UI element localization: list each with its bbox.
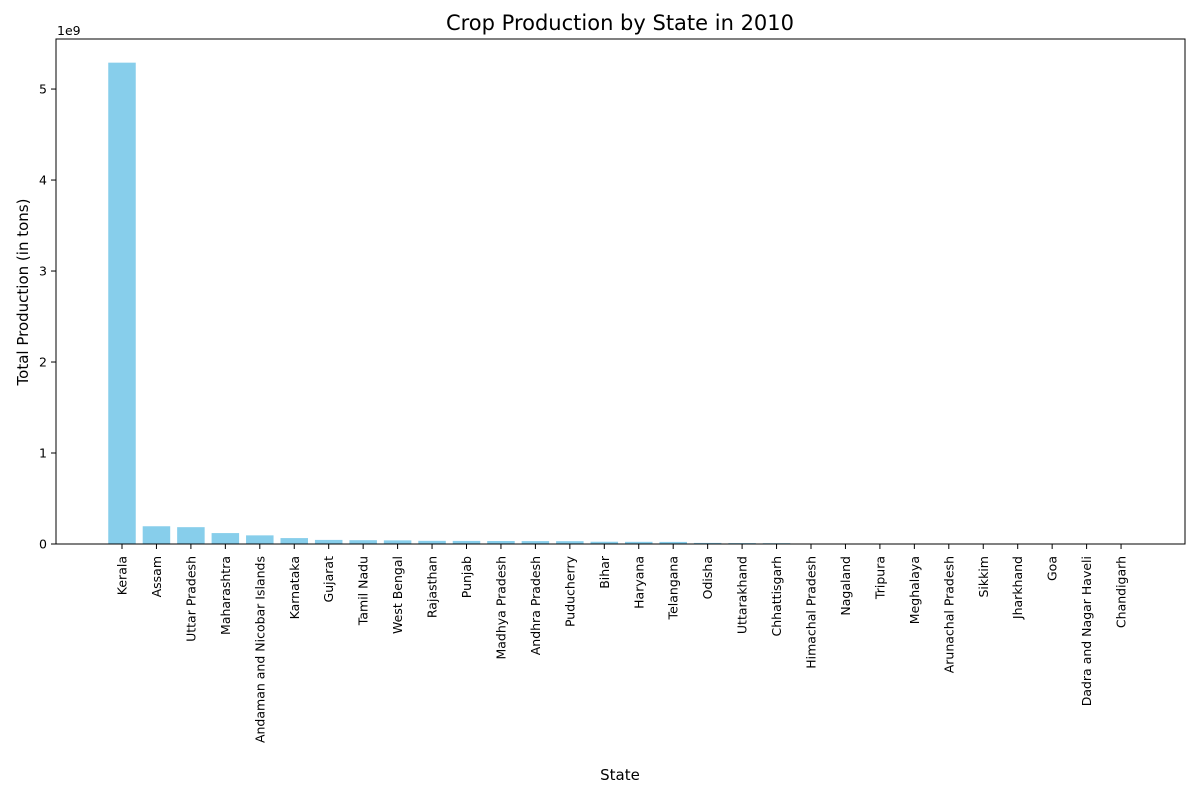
x-axis-ticks: Kerala Assam Uttar Pradesh Maharashtra Andam… — [115, 544, 1129, 743]
x-tick-label: Tamil Nadu — [356, 556, 371, 626]
bar-gujarat — [314, 539, 343, 544]
bar-madhya-pradesh — [487, 541, 515, 544]
x-tick-label: Puducherry — [562, 555, 577, 627]
x-tick-label: Assam — [149, 556, 164, 597]
x-tick-label: Kerala — [115, 556, 130, 595]
x-tick-label: Arunachal Pradesh — [941, 556, 956, 673]
bar-rajasthan — [418, 540, 446, 544]
x-tick-label: Odisha — [700, 556, 715, 599]
bar-puducherry — [556, 541, 584, 544]
x-tick-label: Punjab — [459, 556, 474, 598]
chart-title: Crop Production by State in 2010 — [446, 11, 794, 35]
y-tick-label: 4 — [39, 173, 47, 188]
x-tick-label: Sikkim — [976, 556, 991, 598]
y-axis-label: Total Production (in tons) — [14, 199, 32, 387]
x-tick-label: Maharashtra — [218, 556, 233, 635]
x-tick-label: Karnataka — [287, 556, 302, 619]
bar-punjab — [452, 540, 481, 544]
x-tick-label: Madhya Pradesh — [493, 556, 508, 660]
plot-frame — [55, 38, 1186, 545]
bar-uttar-pradesh — [177, 527, 205, 544]
x-tick-label: Gujarat — [321, 556, 336, 603]
y-tick-label: 1 — [39, 446, 47, 461]
x-tick-label: Haryana — [631, 556, 646, 609]
bars-group — [108, 62, 1135, 544]
x-tick-label: Andaman and Nicobar Islands — [252, 556, 267, 743]
bar-odisha — [693, 542, 722, 544]
x-tick-label: Jharkhand — [1010, 556, 1025, 620]
bar-kerala — [108, 62, 136, 544]
y-tick-label: 0 — [39, 537, 47, 552]
x-axis-label: State — [600, 766, 640, 784]
x-tick-label: Tripura — [872, 556, 887, 600]
bar-tamil-nadu — [349, 540, 377, 544]
x-tick-label: Uttar Pradesh — [183, 556, 198, 642]
y-axis-offset-label: 1e9 — [57, 23, 81, 38]
x-tick-label: Uttarakhand — [735, 556, 750, 634]
bar-andaman-and-nicobar-islands — [246, 535, 274, 544]
bar-maharashtra — [211, 533, 240, 544]
y-tick-label: 3 — [39, 264, 47, 279]
x-tick-label: Andhra Pradesh — [528, 556, 543, 655]
y-tick-label: 2 — [39, 355, 47, 370]
x-tick-label: Nagaland — [838, 556, 853, 616]
bar-andhra-pradesh — [521, 541, 550, 544]
x-tick-label: Chandigarh — [1114, 556, 1129, 628]
x-tick-label: Bihar — [597, 555, 612, 589]
x-tick-label: Dadra and Nagar Haveli — [1079, 556, 1094, 706]
x-tick-label: Rajasthan — [425, 556, 440, 618]
x-tick-label: Meghalaya — [907, 556, 922, 624]
bar-assam — [142, 526, 171, 544]
x-tick-label: Himachal Pradesh — [804, 556, 819, 669]
bar-bihar — [590, 541, 619, 544]
bar-telangana — [659, 541, 687, 544]
y-tick-label: 5 — [39, 82, 47, 97]
x-tick-label: West Bengal — [390, 556, 405, 634]
bar-karnataka — [280, 538, 308, 544]
bar-west-bengal — [383, 540, 412, 544]
x-tick-label: Telangana — [666, 556, 681, 620]
x-tick-label: Goa — [1045, 556, 1060, 581]
x-tick-label: Chhattisgarh — [769, 556, 784, 636]
y-axis-ticks: 0 1 2 3 4 5 — [39, 82, 56, 552]
bar-haryana — [625, 541, 653, 544]
